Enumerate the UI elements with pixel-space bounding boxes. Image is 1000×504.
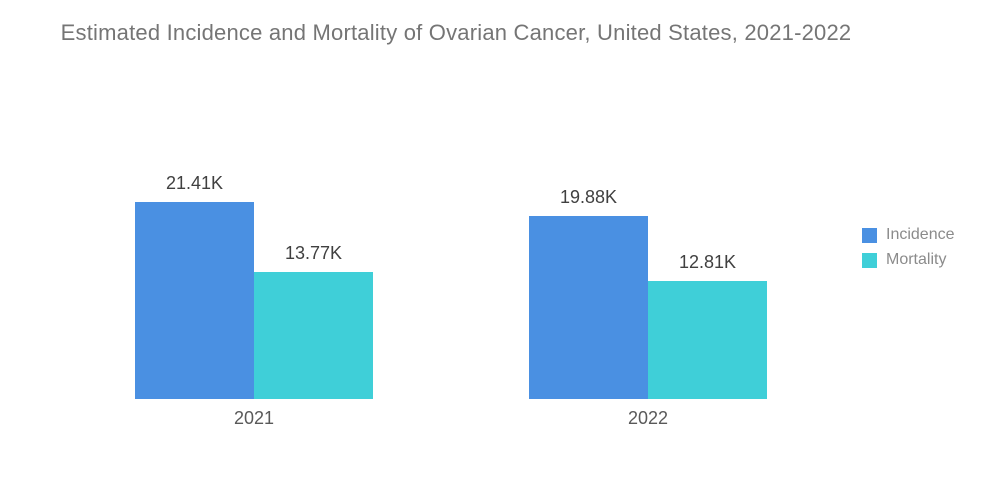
bar-group-2021: 21.41K 13.77K 2021 [135,150,373,429]
bar-incidence-2022 [529,216,648,399]
value-label-mortality-2022: 12.81K [678,252,737,272]
barcol-mortality-2022: 12.81K [648,252,767,399]
bar-group-2022: 19.88K 12.81K 2022 [529,150,767,429]
bar-incidence-2021 [135,202,254,399]
plot-area: 21.41K 13.77K 2021 19.88K 12.81K [0,150,1000,450]
incidence-swatch-icon [862,227,877,243]
barcol-incidence-2021: 21.41K [135,173,254,399]
mortality-swatch-icon [862,252,877,268]
legend: Incidence Mortality [862,226,955,269]
barcol-mortality-2021: 13.77K [254,243,373,399]
value-label-mortality-2021: 13.77K [284,243,343,263]
legend-label-mortality: Mortality [886,251,947,268]
bars-2021: 21.41K 13.77K [135,150,373,399]
legend-item-mortality[interactable]: Mortality [862,251,955,269]
category-label-2022: 2022 [627,408,669,428]
bar-mortality-2022 [648,281,767,399]
category-label-2021: 2021 [233,408,275,428]
bar-mortality-2021 [254,272,373,399]
legend-item-incidence[interactable]: Incidence [862,226,955,244]
legend-label-incidence: Incidence [886,226,955,243]
value-label-incidence-2021: 21.41K [165,173,224,193]
chart-title: Estimated Incidence and Mortality of Ova… [60,20,852,45]
value-label-incidence-2022: 19.88K [559,187,618,207]
bars-2022: 19.88K 12.81K [529,150,767,399]
barcol-incidence-2022: 19.88K [529,187,648,399]
